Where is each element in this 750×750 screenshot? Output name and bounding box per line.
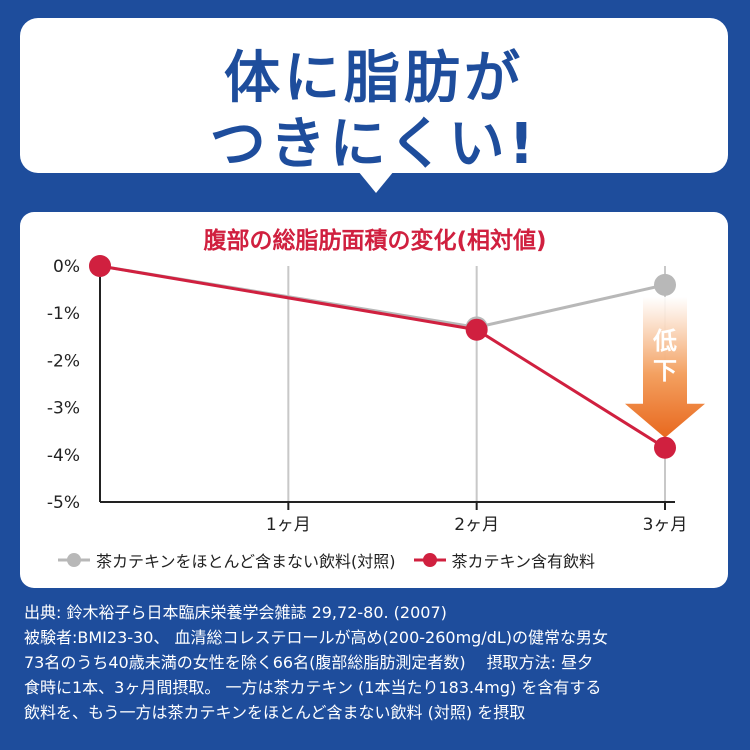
legend-marker-catechin <box>413 553 446 567</box>
annotation-label: 低 <box>652 327 677 355</box>
footnote-line: 73名のうち40歳未満の女性を除く66名(腹部総脂肪測定者数) 摂取方法: 昼夕 <box>24 653 594 672</box>
data-point-0 <box>654 273 676 296</box>
decrease-annotation: 低下 <box>625 296 705 438</box>
y-tick-label: -2% <box>47 351 80 371</box>
legend-label-catechin: 茶カテキン含有飲料 <box>451 552 596 571</box>
chart-legend: 茶カテキンをほとんど含まない飲料(対照) 茶カテキン含有飲料 <box>56 548 611 572</box>
data-point-1 <box>89 255 111 277</box>
y-tick-label: -4% <box>47 446 80 466</box>
x-tick-label: 3ヶ月 <box>643 515 688 535</box>
headline-line-2: つきにくい! <box>209 112 539 177</box>
footnote-line: 出典: 鈴木裕子ら日本臨床栄養学会雑誌 29,72-80. (2007) <box>24 603 447 622</box>
y-tick-label: 0% <box>53 257 80 277</box>
x-tick-label: 1ヶ月 <box>266 515 311 535</box>
footnote: 出典: 鈴木裕子ら日本臨床栄養学会雑誌 29,72-80. (2007) 被験者… <box>24 600 734 725</box>
bubble-tail <box>358 171 394 193</box>
footnote-line: 飲料を、もう一方は茶カテキンをほとんど含まない飲料 (対照) を摂取 <box>24 703 526 722</box>
y-axis-ticks: 0% -1% -2% -3% -4% -5% <box>47 257 80 513</box>
footnote-line: 食時に1本、3ヶ月間摂取。 一方は茶カテキン (1本当たり183.4mg) を含… <box>24 678 602 697</box>
chart-series <box>89 255 676 459</box>
x-tick-label: 2ヶ月 <box>454 515 499 535</box>
decrease-arrow <box>625 296 705 438</box>
headline-line-1: 体に脂肪が <box>224 46 524 111</box>
line-chart: 腹部の総脂肪面積の変化(相対値) 0% -1% -2% -3% -4% -5% 1ヶ月 2ヶ… <box>47 227 705 535</box>
chart-panel <box>20 212 728 588</box>
series-line-0 <box>99 264 666 329</box>
headline-bubble: 体に脂肪が つきにくい! <box>20 18 728 177</box>
x-axis-ticks: 1ヶ月 2ヶ月 3ヶ月 <box>266 502 687 535</box>
legend-item-control: 茶カテキンをほとんど含まない飲料(対照) <box>56 548 396 572</box>
series-line-1 <box>99 264 666 449</box>
y-tick-label: -1% <box>47 304 80 324</box>
data-point-1 <box>465 318 488 341</box>
y-tick-label: -3% <box>47 399 80 419</box>
legend-item-catechin: 茶カテキン含有飲料 <box>412 548 596 572</box>
legend-marker-control <box>58 553 90 567</box>
footnote-line: 被験者:BMI23-30、 血清総コレステロールが高め(200-260mg/dL… <box>24 628 609 647</box>
legend-label-control: 茶カテキンをほとんど含まない飲料(対照) <box>96 552 396 571</box>
data-point-1 <box>654 436 676 459</box>
y-tick-label: -5% <box>47 493 80 513</box>
chart-title: 腹部の総脂肪面積の変化(相対値) <box>203 227 546 254</box>
annotation-label: 下 <box>653 357 677 385</box>
